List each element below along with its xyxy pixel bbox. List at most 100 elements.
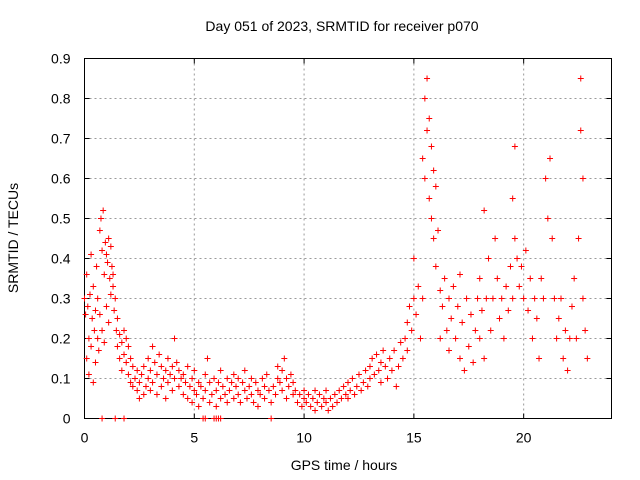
data-point [417,335,424,342]
data-point [533,315,540,322]
data-point [338,395,345,402]
data-point [145,355,152,362]
data-point [421,95,428,102]
data-point [290,379,297,386]
data-point [123,335,130,342]
data-point [439,303,446,310]
data-point [140,391,147,398]
data-point [125,343,132,350]
chart-title: Day 051 of 2023, SRMTID for receiver p07… [205,18,478,34]
data-point [334,399,341,406]
data-point [472,327,479,334]
data-point [386,355,393,362]
data-point [325,407,332,414]
data-point [474,295,481,302]
data-point [158,383,165,390]
data-point [123,359,130,366]
data-point [351,391,358,398]
data-point [90,379,97,386]
data-point [121,415,128,422]
data-point [191,387,198,394]
data-point [215,379,222,386]
data-point [373,351,380,358]
data-point [584,355,591,362]
data-point [347,387,354,394]
x-axis-title: GPS time / hours [291,457,398,473]
y-tick-label: 0.9 [51,51,71,67]
data-point [377,379,384,386]
data-point [219,383,226,390]
data-point [184,363,191,370]
data-point [487,327,494,334]
data-point [511,143,518,150]
data-point [380,347,387,354]
data-point [404,347,411,354]
data-point [254,403,261,410]
data-point [191,367,198,374]
data-point [582,327,589,334]
data-point [345,379,351,386]
data-point [132,375,139,382]
data-point [496,315,503,322]
data-point [83,271,90,278]
data-point [283,395,290,402]
data-point [395,363,402,370]
data-point [228,379,235,386]
data-point [391,347,398,354]
y-tick-label: 0.3 [51,291,71,307]
data-point [235,391,242,398]
data-point [147,367,154,374]
data-point [90,283,97,290]
data-point [127,355,134,362]
data-point [211,375,218,382]
data-point [136,395,143,402]
data-point [94,295,101,302]
data-point [446,295,453,302]
data-point [147,387,154,394]
data-point [568,303,575,310]
data-point [397,339,404,346]
data-point [178,375,185,382]
data-point [345,395,351,402]
data-point [171,335,178,342]
data-point [483,295,490,302]
data-point [121,327,128,334]
data-point [459,319,466,326]
data-point [290,391,297,398]
data-point [164,355,171,362]
data-point [121,351,128,358]
data-point [204,355,211,362]
data-point [265,387,272,394]
data-point [520,295,527,302]
data-point [259,375,266,382]
y-tick-label: 0.2 [51,331,71,347]
data-point [309,395,316,402]
data-point [353,383,360,390]
data-point [366,375,373,382]
data-point [261,395,268,402]
data-point [239,379,246,386]
data-point [127,379,134,386]
data-point [99,415,106,422]
data-point [248,391,255,398]
data-point [162,367,169,374]
data-point [555,315,562,322]
data-point [516,283,523,290]
data-point [85,335,92,342]
data-point [538,275,545,282]
data-point [448,315,455,322]
data-point [250,399,257,406]
data-point [301,395,308,402]
y-tick-label: 0.8 [51,91,71,107]
data-point [158,363,165,370]
y-tick-label: 0.1 [51,371,71,387]
data-point [189,375,196,382]
data-point [435,227,442,234]
data-point [114,315,121,322]
data-point [101,339,108,346]
data-point [408,327,415,334]
data-point [446,347,453,354]
data-point [235,375,242,382]
data-point [503,283,510,290]
data-point [577,75,584,82]
